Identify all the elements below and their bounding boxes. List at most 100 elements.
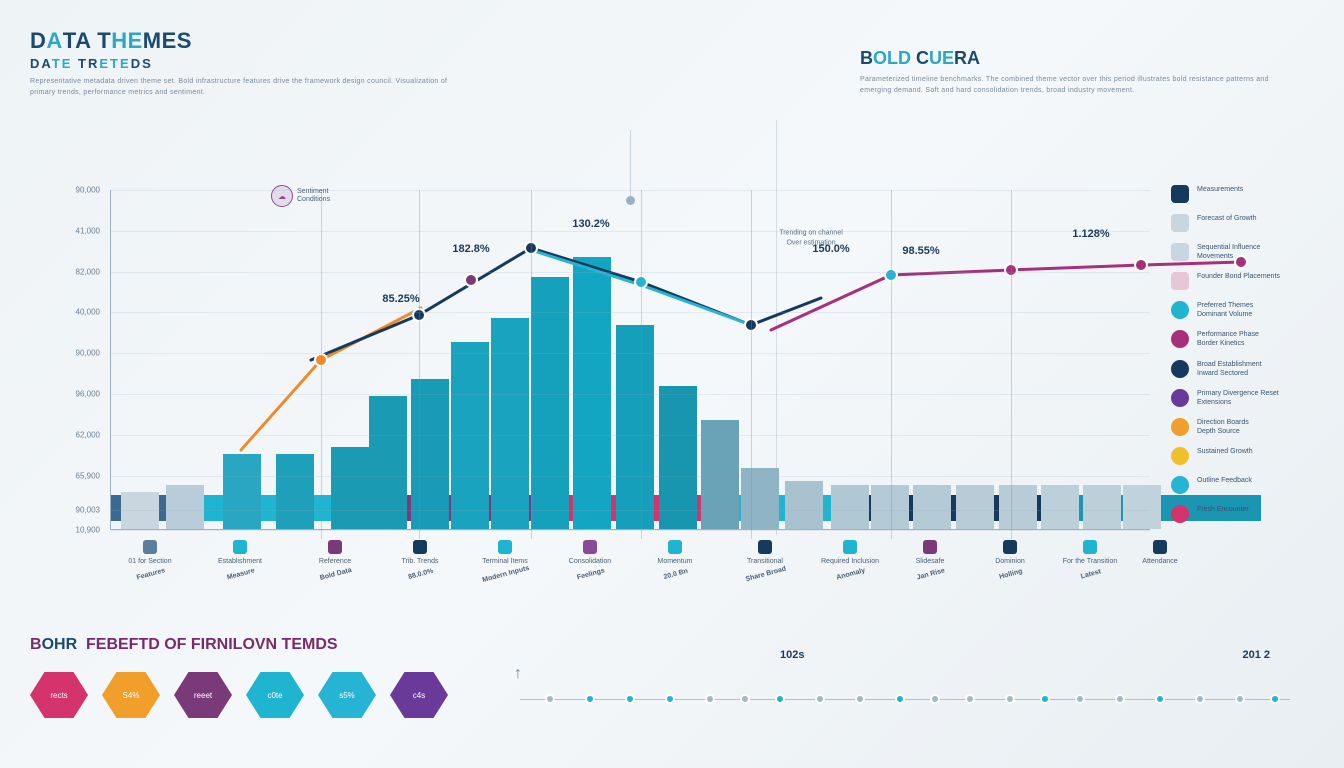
legend-swatch [1171,214,1189,232]
timeline-start-label: 102s [780,649,804,661]
gridline [111,231,1150,232]
bottom-section-title: BOHR FEBEFTD OF FIRNILOVN TEMDS [30,636,338,654]
legend-swatch [1171,301,1189,319]
timeline-dot [965,694,975,704]
category-icon [233,540,247,554]
plot-area: 85.25%182.8%130.2%150.0%98.55%1.128%Tren… [110,190,1150,530]
page-title: DATA THEMES [30,28,450,54]
category-icon [1153,540,1167,554]
percent-label: 130.2% [572,218,609,230]
x-category: ConsolidationFeelings [545,540,635,578]
legend-item: Performance PhaseBorder Kinetics [1171,330,1326,348]
legend-item: Sequential InfluenceMovements [1171,243,1326,261]
legend-label: Sustained Growth [1197,447,1253,456]
gridline [111,435,1150,436]
legend-item: Outline Feedback [1171,476,1326,494]
legend-label: Performance PhaseBorder Kinetics [1197,330,1259,348]
legend-label: Direction BoardsDepth Source [1197,418,1249,436]
x-category: EstablishmentMeasure [195,540,285,578]
timeline-dot [815,694,825,704]
percent-label: 182.8% [452,243,489,255]
right-title: BOLD CUERA [860,48,1300,69]
gridline [111,190,1150,191]
vline [419,190,420,539]
vline [1011,190,1012,539]
category-icon [668,540,682,554]
legend-item: Preferred ThemesDominant Volume [1171,301,1326,319]
timeline-arrow-icon: ↑ [514,665,522,683]
percent-label: 1.128% [1072,228,1109,240]
timeline-dot [1075,694,1085,704]
lines-svg [111,190,1151,530]
legend-item: Forecast of Growth [1171,214,1326,232]
category-icon [328,540,342,554]
hex-badge: c0te [246,670,304,720]
timeline-dot [585,694,595,704]
main-chart: 90,00041,00082,00040,00090,00096,00062,0… [110,190,1150,530]
timeline-dot [930,694,940,704]
timeline-dot [1235,694,1245,704]
legend-item: Primary Divergence ResetExtensions [1171,389,1326,407]
x-category: 01 for SectionFeatures [105,540,195,578]
header-left: DATA THEMES DATE TRETEDS Representative … [30,28,450,98]
x-categories: 01 for SectionFeaturesEstablishmentMeasu… [110,540,1150,610]
y-tick-label: 40,000 [30,308,100,317]
legend-label: Measurements [1197,185,1243,194]
trend-line [241,308,421,450]
category-icon [1003,540,1017,554]
legend-swatch [1171,418,1189,436]
legend-swatch [1171,389,1189,407]
legend-label: Sequential InfluenceMovements [1197,243,1260,261]
gridline [111,312,1150,313]
y-tick-label: 65,900 [30,471,100,480]
timeline: ↑ 102s 201 2 [520,655,1310,735]
header-description: Representative metadata driven theme set… [30,77,450,98]
legend-swatch [1171,330,1189,348]
legend-label: Primary Divergence ResetExtensions [1197,389,1279,407]
legend-item: Measurements [1171,185,1326,203]
header-right: BOLD CUERA Parameterized timeline benchm… [860,48,1300,96]
gridline [111,510,1150,511]
x-category: DominionHolling [965,540,1055,578]
timeline-axis [520,699,1290,700]
y-tick-label: 90,000 [30,186,100,195]
x-category: TransitionalShare Broad [720,540,810,578]
category-icon [583,540,597,554]
vline [751,190,752,539]
gridline [111,476,1150,477]
timeline-dot [545,694,555,704]
x-category: SlidesafeJan Rise [885,540,975,578]
legend-swatch [1171,447,1189,465]
legend-swatch [1171,505,1189,523]
legend-item: Fresh Encounter [1171,505,1326,523]
legend-swatch [1171,360,1189,378]
right-description: Parameterized timeline benchmarks. The c… [860,75,1300,96]
vline [531,190,532,539]
legend-label: Fresh Encounter [1197,505,1249,514]
hex-badge: rects [30,670,88,720]
timeline-dot [775,694,785,704]
y-tick-label: 62,000 [30,430,100,439]
x-category: Terminal ItemsModern Inputs [460,540,550,578]
x-category: Trib. Trends88.0.0% [375,540,465,578]
legend-label: Outline Feedback [1197,476,1252,485]
gridline [111,530,1150,531]
y-tick-label: 90,000 [30,349,100,358]
gridline [111,394,1150,395]
timeline-dot [740,694,750,704]
gridline [111,353,1150,354]
mini-label: Over estimation [786,240,835,248]
legend-label: Forecast of Growth [1197,214,1257,223]
legend-swatch [1171,185,1189,203]
x-category: ReferenceBold Data [290,540,380,578]
y-tick-label: 96,000 [30,390,100,399]
y-tick-label: 10,900 [30,526,100,535]
category-icon [498,540,512,554]
timeline-dot [1040,694,1050,704]
category-icon [923,540,937,554]
timeline-dot [625,694,635,704]
timeline-end-label: 201 2 [1242,649,1270,661]
legend-swatch [1171,243,1189,261]
timeline-dot [705,694,715,704]
legend-item: Direction BoardsDepth Source [1171,418,1326,436]
